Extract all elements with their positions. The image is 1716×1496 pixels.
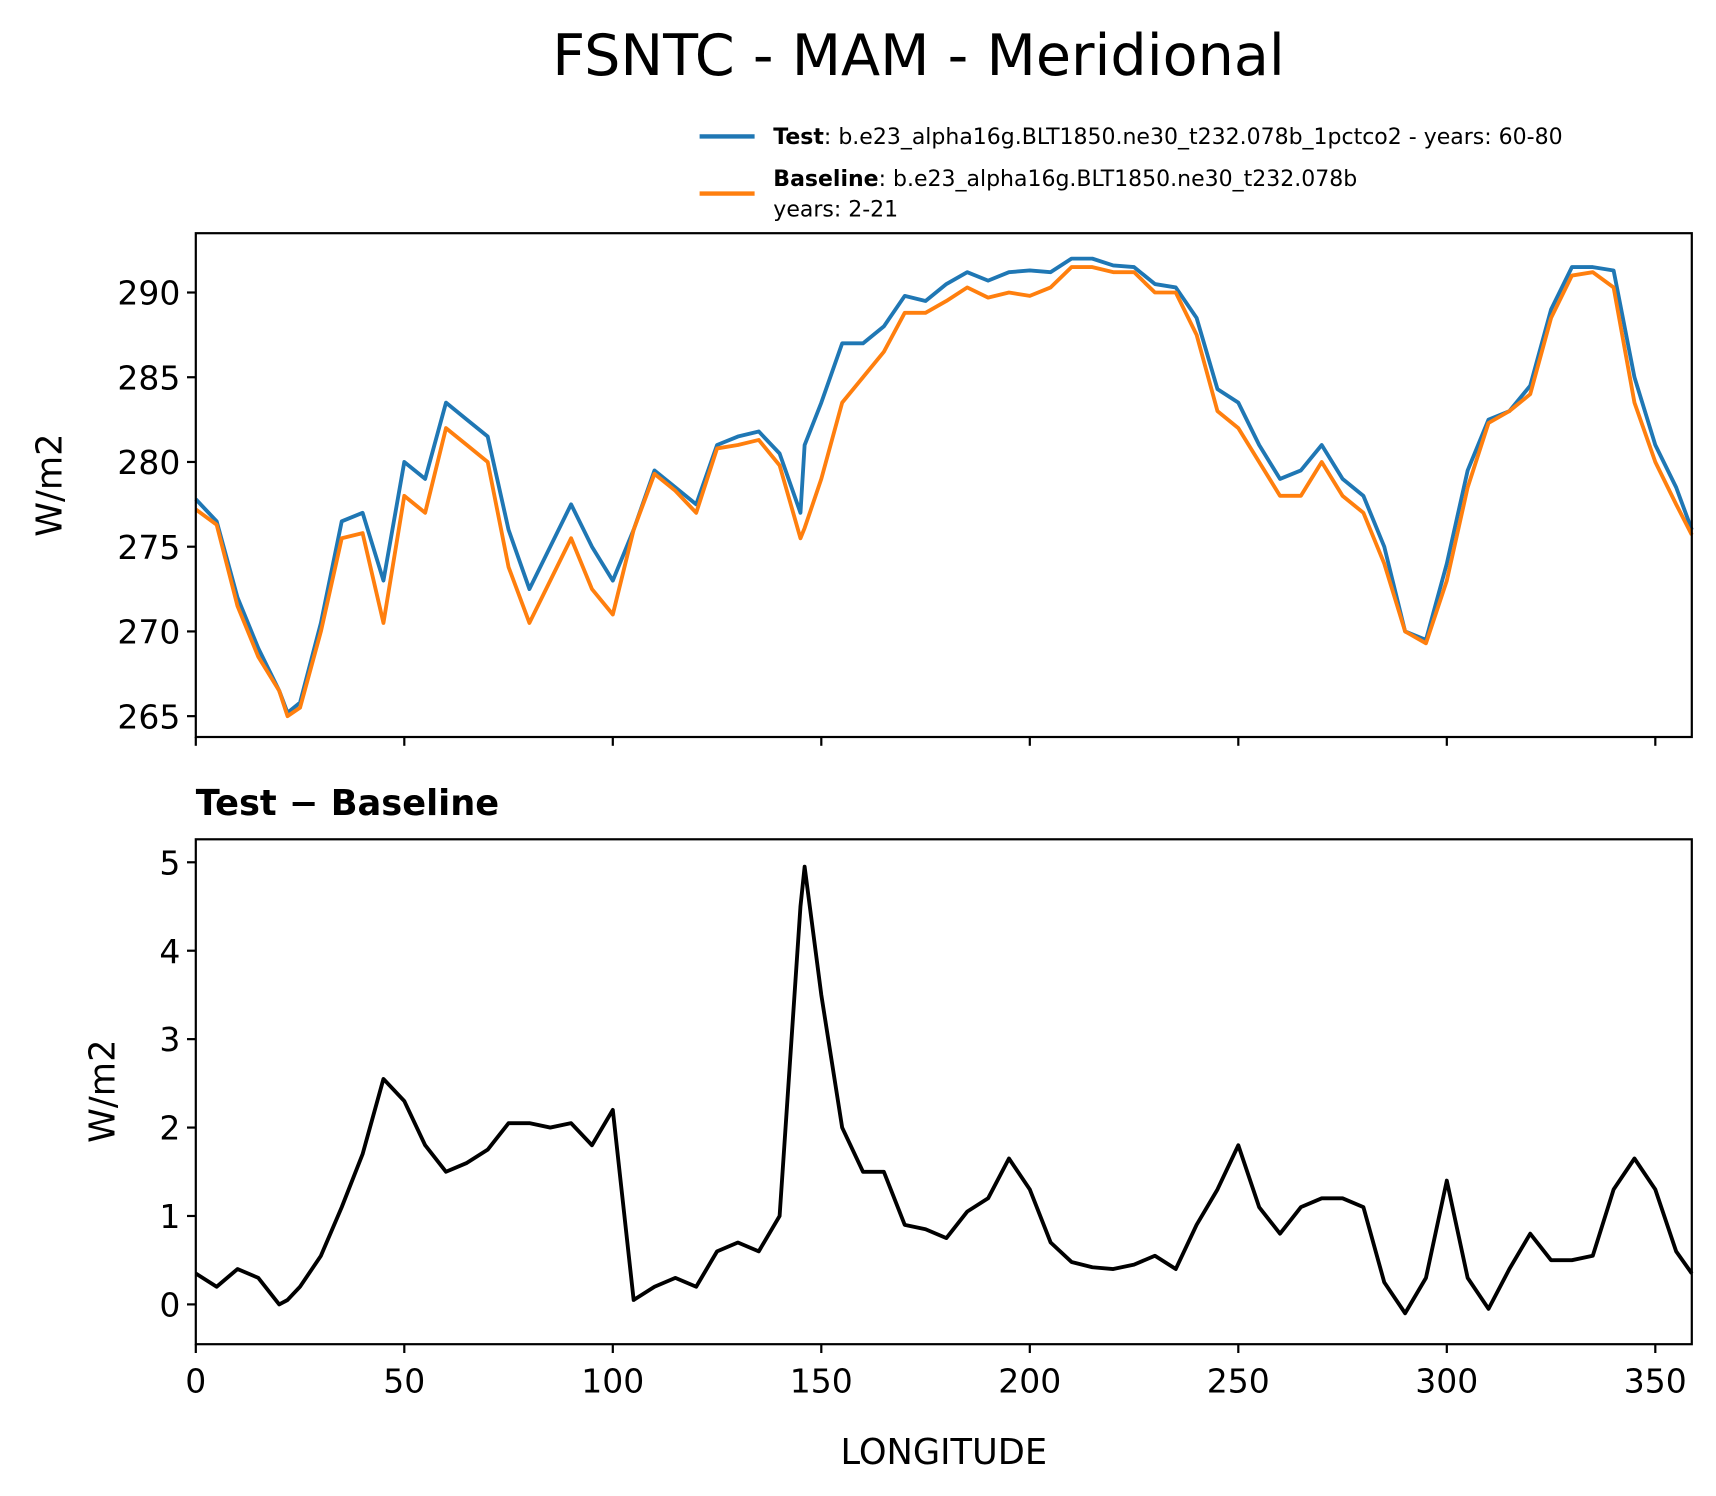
legend-name: Test [773,125,824,150]
y-tick-label: 285 [117,358,180,397]
data-line [194,864,1694,1316]
x-tick-label: 50 [383,1362,425,1401]
y-tick-label: 290 [117,274,180,313]
x-tick-label: 150 [790,1362,853,1401]
y-tick-label: 5 [159,843,180,882]
x-tick-label: 300 [1415,1362,1478,1401]
data-line [194,265,1694,719]
legend-description: : b.e23_alpha16g.BLT1850.ne30_t232.078b_… [824,125,1563,150]
chart-title: FSNTC - MAM - Meridional [552,23,1285,89]
y-tick-label: 270 [117,613,180,652]
subplot-title: Test − Baseline [196,783,499,824]
x-axis-label: LONGITUDE [841,1432,1048,1473]
data-line [194,256,1694,715]
x-tick-label: 250 [1207,1362,1270,1401]
legend-label: Baseline: b.e23_alpha16g.BLT1850.ne30_t2… [773,167,1357,192]
x-tick-label: 200 [998,1362,1061,1401]
axes-frame [194,232,1693,739]
legend-label: Test: b.e23_alpha16g.BLT1850.ne30_t232.0… [773,125,1562,150]
legend-description: years: 2-21 [773,198,898,223]
y-tick-label: 280 [117,443,180,482]
legend-description: : b.e23_alpha16g.BLT1850.ne30_t232.078b [879,167,1358,192]
y-tick-label: 0 [159,1286,180,1325]
x-tick-label: 350 [1624,1362,1687,1401]
y-axis-label: W/m2 [82,1040,123,1143]
y-axis-label: W/m2 [30,433,71,536]
legend-name: Baseline [773,167,878,192]
x-tick-label: 100 [581,1362,644,1401]
y-tick-label: 275 [117,528,180,567]
x-tick-label: 0 [185,1362,206,1401]
y-tick-label: 3 [159,1020,180,1059]
y-tick-label: 265 [117,697,180,736]
y-tick-label: 4 [159,932,180,971]
y-tick-label: 2 [159,1109,180,1148]
axes-frame [194,838,1693,1346]
y-tick-label: 1 [159,1197,180,1236]
